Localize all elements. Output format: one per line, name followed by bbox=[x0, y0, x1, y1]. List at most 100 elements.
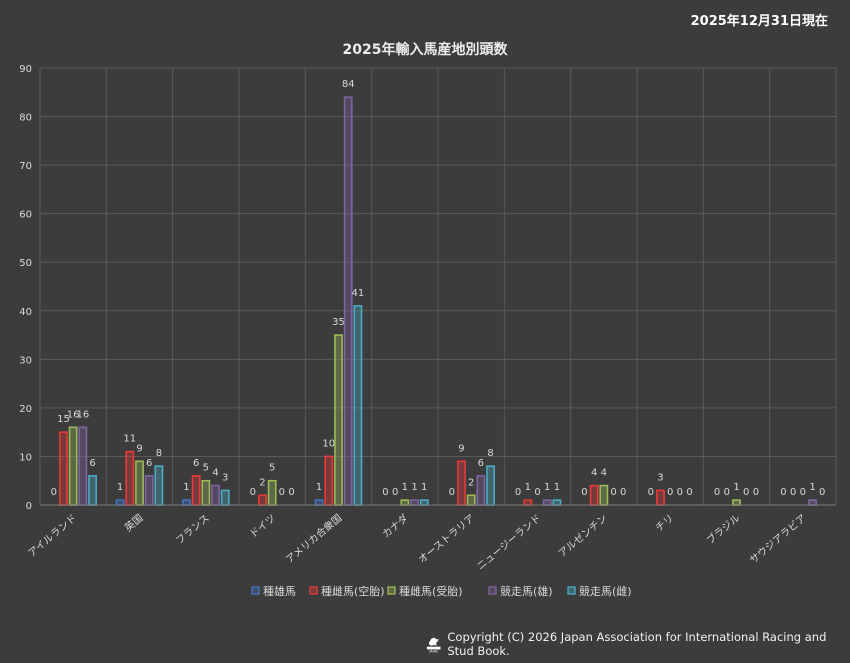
data-label: 35 bbox=[332, 317, 345, 328]
y-tick-label: 0 bbox=[26, 501, 32, 512]
data-label: 84 bbox=[342, 79, 355, 90]
x-tick-label: チリ bbox=[653, 512, 676, 534]
data-label: 16 bbox=[67, 409, 80, 420]
x-tick-label: アメリカ合衆国 bbox=[283, 511, 345, 566]
data-label: 0 bbox=[819, 487, 825, 498]
x-tick-label: オーストラリア bbox=[416, 512, 477, 566]
data-label: 0 bbox=[753, 487, 759, 498]
legend-label: 種雄馬 bbox=[263, 584, 296, 598]
bar bbox=[353, 305, 363, 506]
data-label: 1 bbox=[117, 482, 123, 493]
data-label: 0 bbox=[51, 487, 57, 498]
data-label: 1 bbox=[809, 482, 815, 493]
data-label: 0 bbox=[780, 487, 786, 498]
data-label: 0 bbox=[515, 487, 521, 498]
data-label: 0 bbox=[392, 487, 398, 498]
bar bbox=[88, 475, 97, 506]
y-tick-label: 60 bbox=[19, 210, 32, 221]
data-label: 6 bbox=[193, 458, 199, 469]
data-label: 5 bbox=[269, 463, 275, 474]
x-tick-label: アルゼンチン bbox=[556, 512, 610, 560]
bar bbox=[115, 499, 125, 506]
data-label: 11 bbox=[123, 434, 136, 445]
svg-text:JAIRS: JAIRS bbox=[428, 650, 437, 654]
data-label: 6 bbox=[478, 458, 484, 469]
data-label: 6 bbox=[89, 458, 95, 469]
data-label: 4 bbox=[601, 468, 607, 479]
data-label: 1 bbox=[733, 482, 739, 493]
legend-swatch bbox=[251, 586, 260, 595]
y-tick-label: 20 bbox=[19, 404, 32, 415]
bar bbox=[523, 499, 533, 506]
data-label: 2 bbox=[259, 477, 265, 488]
data-label: 0 bbox=[279, 487, 285, 498]
y-tick-label: 80 bbox=[19, 113, 32, 124]
legend-swatch bbox=[387, 586, 396, 595]
bar bbox=[59, 431, 68, 506]
data-label: 1 bbox=[183, 482, 189, 493]
legend-label: 種雌馬(受胎) bbox=[399, 584, 463, 598]
data-label: 0 bbox=[686, 487, 692, 498]
bar bbox=[419, 499, 429, 506]
data-label: 1 bbox=[411, 482, 417, 493]
bar bbox=[457, 460, 466, 506]
data-label: 0 bbox=[714, 487, 720, 498]
x-tick-label: ブラジル bbox=[704, 511, 743, 547]
data-label: 1 bbox=[525, 482, 531, 493]
bar bbox=[191, 475, 201, 506]
bar bbox=[334, 334, 343, 506]
bar bbox=[400, 499, 410, 506]
bar bbox=[78, 426, 88, 506]
data-label: 0 bbox=[534, 487, 540, 498]
category-group: 030 0 0チリ bbox=[648, 472, 693, 534]
y-tick-label: 40 bbox=[19, 307, 32, 318]
bar bbox=[144, 475, 154, 506]
y-tick-label: 30 bbox=[19, 355, 32, 366]
data-label: 9 bbox=[136, 443, 142, 454]
y-tick-label: 10 bbox=[19, 452, 32, 463]
legend-swatch bbox=[309, 586, 318, 595]
bar bbox=[808, 499, 817, 506]
x-tick-label: サウジアラビア bbox=[747, 512, 808, 566]
category-group: 1 6 5 4 3 フランス bbox=[174, 458, 230, 547]
bar bbox=[211, 484, 220, 506]
legend: 種雄馬 種雌馬(空胎) 種雌馬(受胎) 競走馬(雄) 競走馬(雌) bbox=[251, 584, 632, 598]
bar bbox=[552, 499, 562, 506]
bar bbox=[410, 499, 419, 506]
bar bbox=[599, 484, 609, 506]
x-tick-label: ニュージーランド bbox=[475, 512, 544, 572]
legend-label: 競走馬(雄) bbox=[500, 584, 553, 598]
data-label: 0 bbox=[620, 487, 626, 498]
data-label: 0 bbox=[449, 487, 455, 498]
bar bbox=[324, 455, 334, 506]
data-label: 0 bbox=[677, 487, 683, 498]
y-tick-label: 50 bbox=[19, 258, 32, 269]
as-of-date: 2025年12月31日現在 bbox=[690, 14, 828, 29]
data-label: 2 bbox=[468, 477, 474, 488]
jairs-logo-icon: JAIRS bbox=[426, 637, 441, 654]
data-label: 41 bbox=[352, 288, 365, 299]
legend-label: 種雌馬(空胎) bbox=[321, 584, 385, 598]
data-label: 0 bbox=[790, 487, 796, 498]
x-tick-label: アイルランド bbox=[26, 512, 79, 559]
x-tick-label: カナダ bbox=[379, 511, 410, 540]
x-tick-label: フランス bbox=[174, 512, 212, 547]
bar bbox=[589, 484, 599, 506]
bar bbox=[732, 499, 741, 506]
bar bbox=[201, 479, 211, 506]
data-label: 0 bbox=[800, 487, 806, 498]
bar bbox=[135, 460, 144, 506]
data-label: 1 bbox=[316, 482, 322, 493]
bar bbox=[220, 489, 230, 506]
data-label: 3 bbox=[222, 472, 228, 483]
chart-title: 2025年輸入馬産地別頭数 bbox=[343, 41, 509, 58]
legend-swatch bbox=[567, 586, 576, 595]
data-label: 1 bbox=[554, 482, 560, 493]
